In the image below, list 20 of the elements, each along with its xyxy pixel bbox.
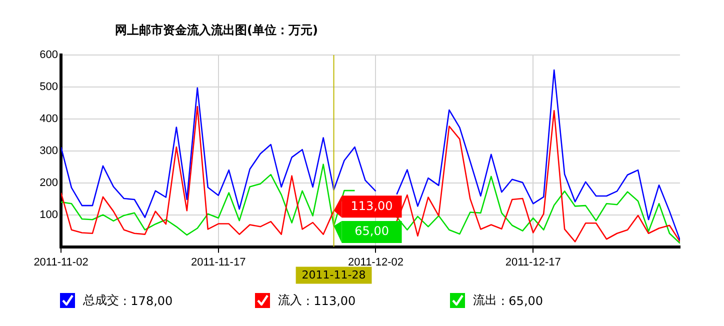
y-tick-label: 600 — [40, 49, 58, 62]
x-tick-label: 2011-12-02 — [348, 256, 404, 268]
annotation: 65,00 — [354, 224, 389, 238]
y-tick-label: 300 — [40, 144, 58, 157]
x-tick-label: 2011-11-02 — [34, 256, 88, 268]
chart-title: 网上邮市资金流入流出图(单位：万元) — [115, 22, 318, 39]
ref-line-label: 2011-11-28 — [302, 268, 366, 282]
y-tick-label: 400 — [40, 112, 58, 125]
y-tick-label: 100 — [40, 208, 58, 221]
x-tick-label: 2011-12-17 — [505, 256, 561, 268]
x-tick-label: 2011-11-17 — [191, 256, 246, 268]
legend-label: 总成交 — [83, 292, 119, 309]
annotation: 113,00 — [350, 198, 393, 213]
legend-label: 流入 — [278, 292, 302, 309]
text: : 178,00 — [122, 294, 173, 308]
legend-label: 流出 — [473, 292, 497, 309]
y-tick-label: 200 — [40, 176, 58, 189]
text: : 65,00 — [500, 294, 544, 308]
text: : 113,00 — [304, 294, 356, 308]
y-tick-label: 500 — [40, 81, 58, 93]
